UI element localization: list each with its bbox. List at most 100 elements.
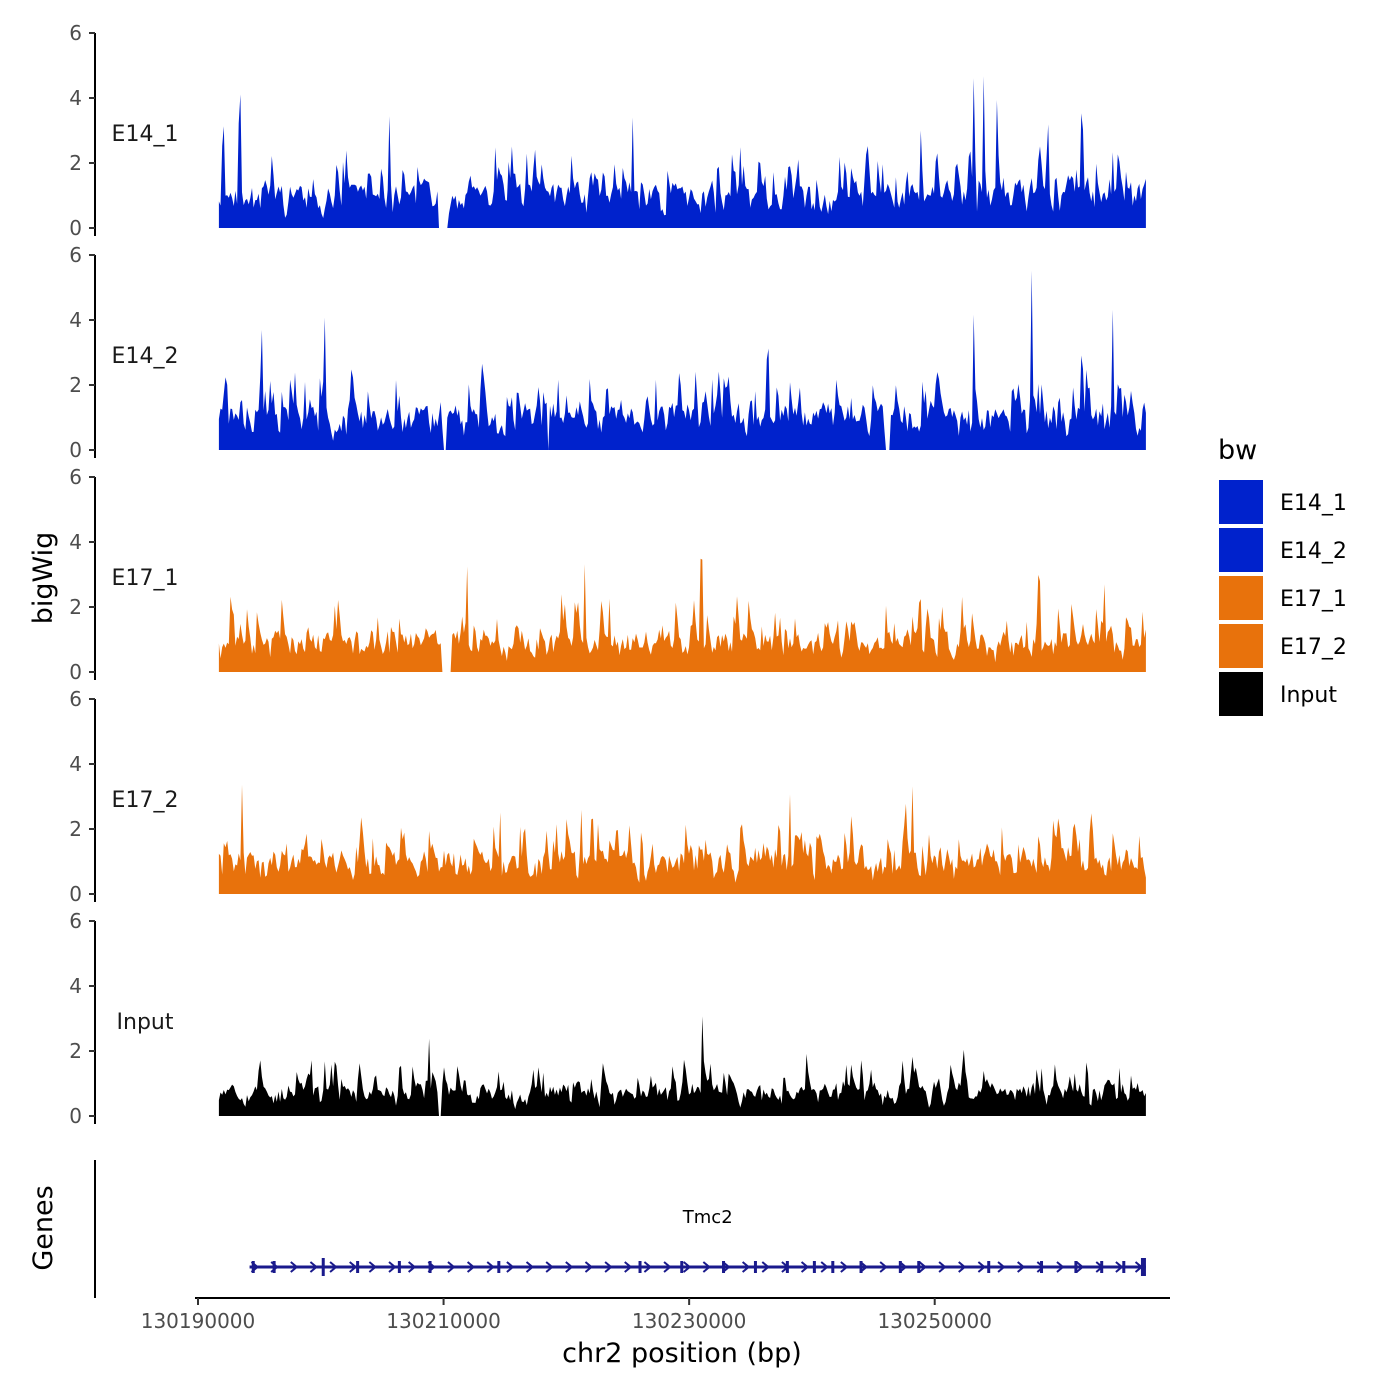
y-tick-label: 6 xyxy=(69,21,82,45)
track-label: E17_2 xyxy=(112,788,179,813)
exon xyxy=(1100,1261,1104,1273)
y-tick-label: 2 xyxy=(69,595,82,619)
strand-arrow xyxy=(918,1261,927,1273)
x-tick-label: 130230000 xyxy=(632,1309,747,1333)
exon xyxy=(831,1261,835,1273)
track-E14_2: 0 2 4 6 E14_2 xyxy=(69,243,1146,462)
coverage-area-E17_2 xyxy=(218,784,1146,894)
strand-arrow xyxy=(525,1261,535,1273)
track-E17_2: 0 2 4 6 E17_2 xyxy=(69,687,1146,906)
strand-arrow xyxy=(349,1261,358,1273)
exon xyxy=(1074,1261,1078,1273)
exon xyxy=(497,1261,501,1273)
gene-label: Tmc2 xyxy=(682,1207,733,1228)
exon xyxy=(753,1261,757,1273)
exon xyxy=(785,1261,789,1273)
exon xyxy=(272,1261,276,1273)
strand-arrow xyxy=(408,1261,417,1273)
strand-arrow xyxy=(1017,1261,1026,1273)
strand-arrow xyxy=(958,1261,967,1273)
y-tick-label: 0 xyxy=(69,1104,82,1128)
y-axis-title: bigWig xyxy=(28,532,59,625)
legend-key-E14_2 xyxy=(1219,528,1263,572)
track-label: E14_2 xyxy=(112,344,179,369)
coverage-area-Input xyxy=(218,1016,1146,1116)
strand-arrow xyxy=(1056,1261,1065,1273)
exon xyxy=(321,1258,325,1276)
x-tick-label: 130210000 xyxy=(386,1309,501,1333)
exon xyxy=(251,1261,255,1273)
y-tick-label: 6 xyxy=(69,243,82,267)
y-tick-label: 0 xyxy=(69,216,82,240)
y-tick-label: 6 xyxy=(69,465,82,489)
strand-arrow xyxy=(977,1261,986,1273)
strand-arrow xyxy=(938,1261,947,1273)
coverage-area-E17_1 xyxy=(218,558,1146,672)
x-tick-label: 130190000 xyxy=(141,1309,256,1333)
x-tick-label: 130250000 xyxy=(877,1309,992,1333)
legend-label: E14_1 xyxy=(1280,491,1347,516)
genes-axis-title: Genes xyxy=(28,1185,59,1270)
y-tick-label: 2 xyxy=(69,151,82,175)
y-tick-label: 0 xyxy=(69,438,82,462)
strand-arrow xyxy=(506,1261,515,1273)
legend-key-E17_1 xyxy=(1219,576,1263,620)
track-Input: 0 2 4 6 Input xyxy=(69,909,1146,1128)
legend-label: E17_2 xyxy=(1280,635,1347,660)
y-tick-label: 6 xyxy=(69,909,82,933)
strand-arrow xyxy=(309,1261,318,1273)
strand-arrow xyxy=(388,1261,397,1273)
x-axis: 130190000 130210000 130230000 130250000 xyxy=(141,1297,1170,1333)
exon xyxy=(1122,1261,1126,1273)
exon xyxy=(356,1261,360,1273)
exon xyxy=(987,1261,991,1273)
exon xyxy=(1140,1258,1146,1276)
exon xyxy=(812,1261,816,1273)
legend-key-Input xyxy=(1219,672,1263,716)
track-label: E17_1 xyxy=(112,566,179,591)
exon xyxy=(722,1261,726,1273)
exon xyxy=(1040,1261,1044,1273)
exon xyxy=(397,1261,401,1273)
strand-arrow xyxy=(466,1261,476,1273)
track-label: Input xyxy=(117,1010,174,1035)
y-tick-label: 4 xyxy=(69,86,82,110)
strand-arrow xyxy=(624,1261,633,1273)
exon xyxy=(859,1261,863,1273)
strand-arrow xyxy=(702,1261,711,1273)
strand-arrow xyxy=(584,1261,594,1273)
y-tick-label: 0 xyxy=(69,882,82,906)
strand-arrow xyxy=(683,1261,692,1273)
y-tick-label: 4 xyxy=(69,974,82,998)
exon xyxy=(917,1261,921,1273)
y-tick-label: 4 xyxy=(69,530,82,554)
exon xyxy=(638,1261,642,1273)
coverage-tracks: 0 2 4 6 E14_1 0 2 4 6 E14_2 0 2 4 6 E17_1 0 2 4 6 E17_2 0 2 4 6… xyxy=(69,21,1146,1128)
strand-arrow xyxy=(840,1261,849,1273)
strand-arrow xyxy=(1115,1261,1124,1273)
exon xyxy=(428,1261,432,1273)
y-tick-label: 4 xyxy=(69,308,82,332)
legend-title: bw xyxy=(1218,435,1257,466)
strand-arrow xyxy=(486,1261,495,1273)
strand-arrow xyxy=(290,1261,299,1273)
strand-arrow xyxy=(997,1261,1006,1273)
y-tick-label: 0 xyxy=(69,660,82,684)
legend-key-E14_1 xyxy=(1219,480,1263,524)
legend-label: E14_2 xyxy=(1280,539,1347,564)
legend-key-E17_2 xyxy=(1219,624,1263,668)
y-tick-label: 4 xyxy=(69,752,82,776)
strand-arrow xyxy=(1075,1261,1085,1273)
legend-label: Input xyxy=(1280,683,1337,708)
exon xyxy=(680,1261,684,1273)
strand-arrow xyxy=(879,1261,888,1273)
y-tick-label: 6 xyxy=(69,687,82,711)
track-E17_1: 0 2 4 6 E17_1 xyxy=(69,465,1146,684)
genes-panel: Tmc2 xyxy=(94,1160,1146,1298)
strand-arrow xyxy=(565,1261,574,1273)
strand-arrow xyxy=(643,1261,652,1273)
track-E14_1: 0 2 4 6 E14_1 xyxy=(69,21,1146,240)
legend: bw E14_1 E14_2 E17_1 E17_2 Input xyxy=(1218,435,1347,716)
strand-arrow xyxy=(604,1261,613,1273)
